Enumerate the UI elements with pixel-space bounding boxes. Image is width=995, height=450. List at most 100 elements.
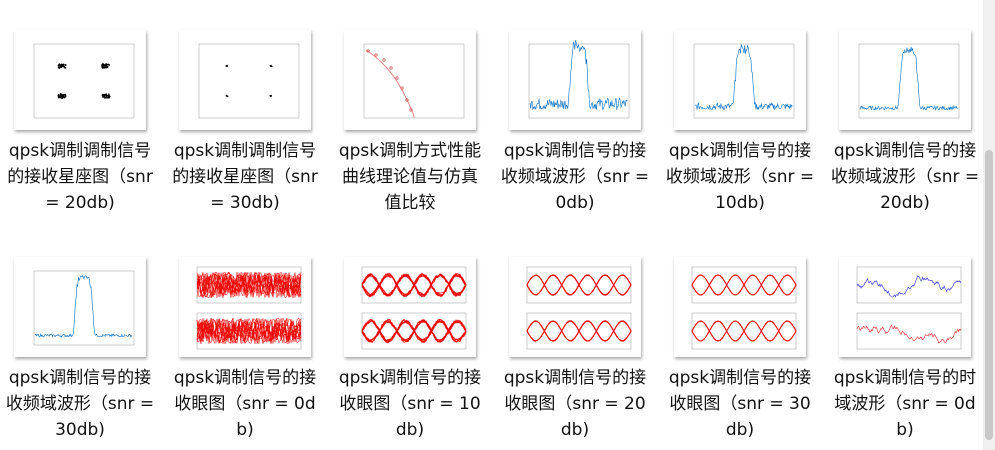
thumbnail[interactable] [179,257,311,357]
file-name[interactable]: qpsk调制信号的接收眼图（snr = 20db) [503,368,647,440]
eye-traces [691,320,797,342]
thumbnail-image [361,266,467,350]
file-name[interactable]: qpsk调制信号的接收频域波形（snr = 0db) [500,141,650,213]
thumbnail[interactable] [674,30,806,130]
dot [60,66,63,69]
file-name[interactable]: qpsk调制信号的接收眼图（snr = 0db) [173,368,317,440]
file-name[interactable]: qpsk调制调制信号的接收星座图（snr = 30db) [172,141,318,213]
thumbnail[interactable] [839,257,971,357]
eye-traces [361,318,467,344]
thumbnail[interactable] [344,30,476,130]
file-item[interactable]: qpsk调制调制信号的接收星座图（snr = 20db) [0,30,160,230]
thumbnail-image [528,40,630,119]
dot [64,64,67,67]
file-item[interactable]: qpsk调制信号的接收频域波形（snr = 0db) [495,30,655,230]
plot-frame [33,43,135,119]
dot [59,64,61,66]
thumbnail[interactable] [14,257,146,357]
dot [389,66,393,70]
plot-frame [528,43,630,119]
dot [366,49,370,53]
eye-traces [526,274,632,296]
thumbnail[interactable] [344,257,476,357]
dot [108,93,110,95]
dot [105,94,108,96]
dot [105,66,108,69]
thumbnail[interactable] [509,30,641,130]
dot [101,94,104,97]
file-item[interactable]: qpsk调制方式性能曲线理论值与仿真值比较 [330,30,490,230]
thumbnail[interactable] [674,257,806,357]
thumbnail-image [196,266,302,350]
file-name[interactable]: qpsk调制调制信号的接收星座图（snr = 20db) [7,141,153,213]
file-item[interactable]: qpsk调制信号的接收眼图（snr = 0db) [165,257,325,450]
file-item[interactable]: qpsk调制信号的接收频域波形（snr = 20db) [825,30,985,230]
thumbnail-image [526,266,632,350]
file-name[interactable]: qpsk调制信号的接收频域波形（snr = 20db) [830,141,980,213]
file-name[interactable]: qpsk调制信号的接收频域波形（snr = 10db) [665,141,815,213]
thumbnail[interactable] [509,257,641,357]
dot [63,65,65,68]
file-name[interactable]: qpsk调制信号的时域波形（snr = 0db) [833,368,977,440]
thumbnail-image [363,43,465,119]
dot [57,93,60,96]
spectrum-line [529,40,628,111]
dot [107,96,109,99]
spectrum-line [694,44,793,111]
dot [103,95,105,97]
thumbnail-image [198,43,300,119]
scroll-thumb[interactable] [985,150,993,440]
dot [226,64,228,67]
scrollbar[interactable] [983,0,995,450]
dot [104,64,107,67]
dot [374,53,378,57]
file-item[interactable]: qpsk调制信号的接收眼图（snr = 30db) [660,257,820,450]
dot [103,66,106,69]
dot [106,65,109,68]
dot [107,95,110,98]
dot [64,93,67,96]
thumbnail[interactable] [179,30,311,130]
time-wave [856,324,962,344]
plot-frame [196,312,302,350]
file-name[interactable]: qpsk调制信号的接收频域波形（snr = 30db) [5,368,155,440]
thumbnail[interactable] [839,30,971,130]
dot [57,66,60,69]
dot [63,63,65,66]
spectrum-line [859,46,958,111]
plot-frame [856,312,962,350]
eye-traces [691,274,797,296]
dot [60,95,63,98]
thumbnail-image [856,266,962,350]
dot [395,76,399,80]
dot [107,63,110,66]
file-item[interactable]: qpsk调制信号的接收眼图（snr = 10db) [330,257,490,450]
file-name[interactable]: qpsk调制信号的接收眼图（snr = 30db) [668,368,812,440]
file-item[interactable]: qpsk调制信号的时域波形（snr = 0db) [825,257,985,450]
curve [365,49,415,119]
file-item[interactable]: qpsk调制信号的接收频域波形（snr = 10db) [660,30,820,230]
thumbnail-image [693,43,795,119]
eye-traces [361,272,467,298]
thumbnail[interactable] [14,30,146,130]
dot [270,65,273,68]
dot [103,97,106,99]
eye-traces [196,271,302,299]
dot [400,86,404,90]
plot-frame [856,266,962,304]
file-name[interactable]: qpsk调制方式性能曲线理论值与仿真值比较 [338,141,482,213]
dot [64,66,67,69]
plot-frame [198,43,300,119]
thumbnail-image [33,270,135,346]
dot [57,96,60,98]
dot [64,95,66,98]
file-item[interactable]: qpsk调制调制信号的接收星座图（snr = 30db) [165,30,325,230]
time-wave [856,275,962,298]
file-item[interactable]: qpsk调制信号的接收频域波形（snr = 30db) [0,257,160,450]
file-name[interactable]: qpsk调制信号的接收眼图（snr = 10db) [338,368,482,440]
dot [405,98,409,102]
dot [59,96,62,99]
thumbnail-image [858,43,960,119]
file-item[interactable]: qpsk调制信号的接收眼图（snr = 20db) [495,257,655,450]
